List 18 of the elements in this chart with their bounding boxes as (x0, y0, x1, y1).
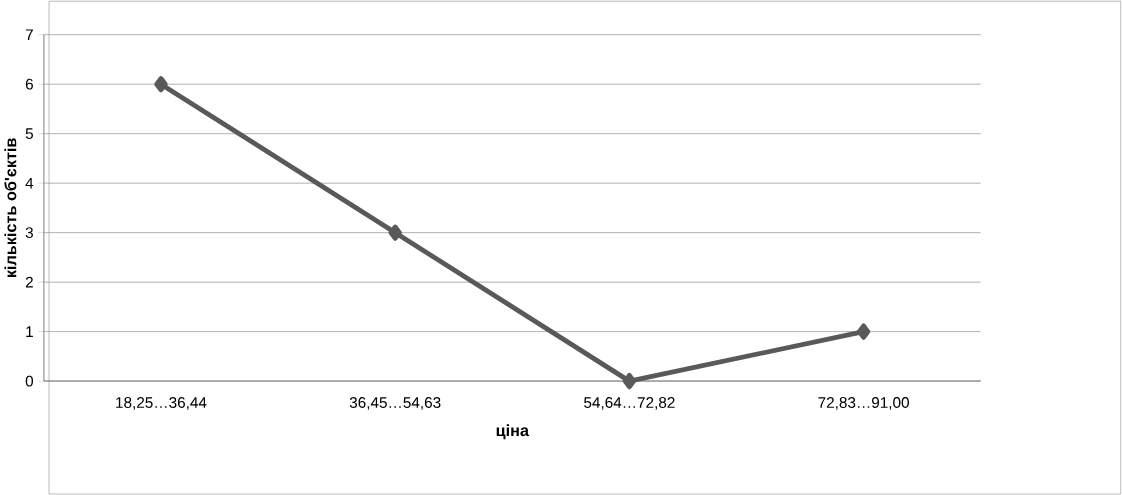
y-tick-label: 0 (25, 375, 34, 387)
y-tick-label: 4 (25, 177, 34, 189)
y-tick-label: 2 (25, 276, 33, 288)
x-tick-label: 36,45…54,63 (349, 396, 441, 410)
point (622, 372, 637, 390)
y-tick-label: 7 (25, 29, 33, 40)
y-tick-label: 6 (25, 78, 33, 90)
x-tick-label: 72,83…91,00 (818, 396, 909, 410)
point (388, 224, 402, 241)
y-tick-label: 1 (26, 326, 33, 337)
y-tick-label: 5 (25, 128, 33, 139)
point (856, 323, 871, 340)
point (154, 75, 168, 93)
y-tick-label: 3 (25, 227, 33, 238)
x-tick-label: 54,64…72,82 (584, 396, 675, 410)
x-tick-label: 18,25…36,44 (116, 396, 207, 410)
y-axis-title: кількість об'єктів (4, 138, 17, 278)
x-axis-title: ціна (496, 424, 530, 440)
